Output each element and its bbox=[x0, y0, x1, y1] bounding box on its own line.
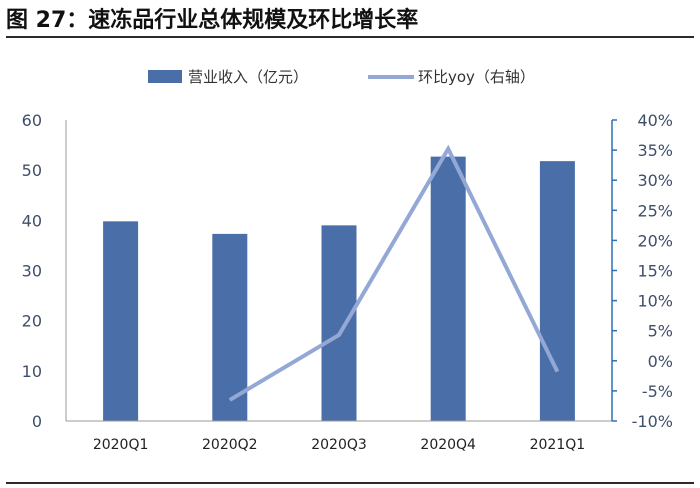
title-rule bbox=[6, 36, 694, 38]
yoy-line bbox=[228, 144, 560, 402]
right-tick-label: 0% bbox=[648, 352, 673, 371]
bar-2020Q2 bbox=[212, 233, 248, 421]
left-tick-label: 50 bbox=[22, 161, 42, 180]
yoy-line-layer bbox=[228, 144, 560, 402]
right-tick-label: 5% bbox=[648, 322, 673, 341]
legend-bar-label: 营业收入（亿元） bbox=[188, 68, 308, 86]
x-tick-label: 2020Q4 bbox=[420, 437, 476, 453]
x-axis-ticks: 2020Q1 2020Q2 2020Q3 2020Q4 2021Q1 bbox=[93, 437, 585, 453]
right-tick-label: 20% bbox=[637, 231, 673, 250]
legend-bar-swatch bbox=[148, 70, 182, 83]
right-axis-ticks: -10% -5% 0% 5% 10% 15% 20% 25% 30% 35% 40% bbox=[612, 111, 673, 431]
figure-title: 图 27：速冻品行业总体规模及环比增长率 bbox=[6, 8, 419, 33]
right-tick-label: 25% bbox=[637, 201, 673, 220]
left-axis-ticks: 0 10 20 30 40 50 60 bbox=[22, 111, 42, 431]
left-tick-label: 20 bbox=[22, 312, 42, 331]
legend: 营业收入（亿元） 环比yoy（右轴） bbox=[148, 68, 535, 86]
bar-2020Q3 bbox=[321, 225, 357, 421]
bar-2021Q1 bbox=[539, 161, 575, 422]
x-tick-label: 2021Q1 bbox=[530, 437, 586, 453]
right-tick-label: 35% bbox=[637, 141, 673, 160]
left-tick-label: 0 bbox=[32, 412, 42, 431]
right-tick-label: 10% bbox=[637, 292, 673, 311]
right-tick-label: -10% bbox=[632, 412, 673, 431]
bars bbox=[103, 156, 575, 422]
right-tick-label: 30% bbox=[637, 171, 673, 190]
right-tick-label: 15% bbox=[637, 262, 673, 281]
x-tick-label: 2020Q2 bbox=[202, 437, 258, 453]
left-tick-label: 40 bbox=[22, 211, 42, 230]
left-tick-label: 10 bbox=[22, 362, 42, 381]
right-tick-label: 40% bbox=[637, 111, 673, 130]
left-tick-label: 60 bbox=[22, 111, 42, 130]
bar-2020Q4 bbox=[430, 156, 466, 421]
bar-2020Q1 bbox=[103, 221, 139, 421]
x-tick-label: 2020Q1 bbox=[93, 437, 149, 453]
bottom-rule bbox=[6, 482, 694, 484]
right-tick-label: -5% bbox=[642, 382, 673, 401]
left-tick-label: 30 bbox=[22, 262, 42, 281]
legend-line-label: 环比yoy（右轴） bbox=[418, 68, 535, 86]
x-tick-label: 2020Q3 bbox=[311, 437, 367, 453]
